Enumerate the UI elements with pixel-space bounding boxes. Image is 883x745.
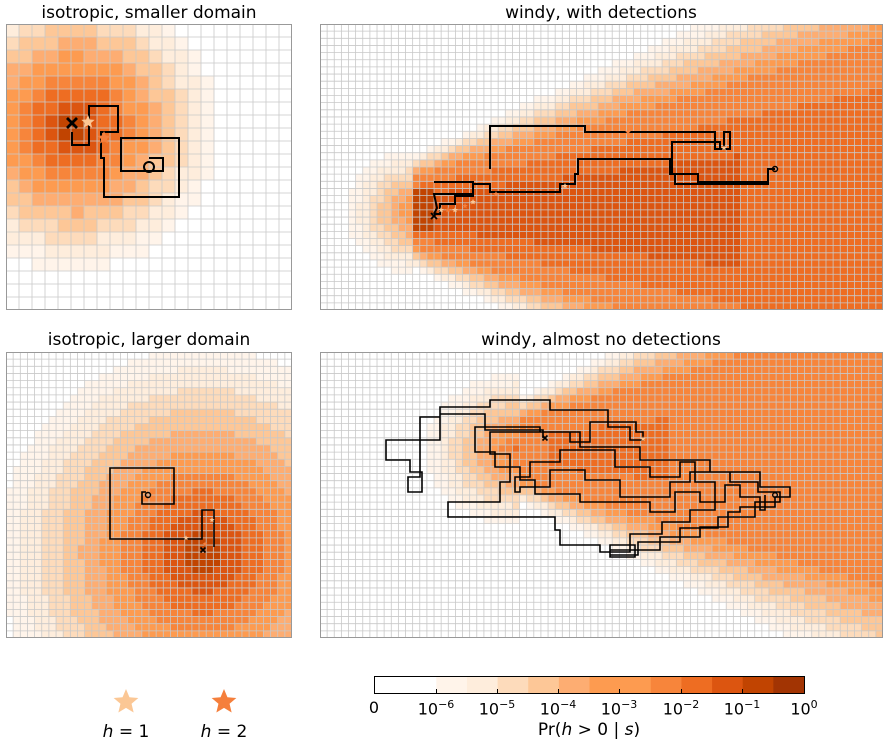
- legend-label-h2: h = 2: [200, 722, 248, 742]
- colorbar-segment: [405, 677, 437, 693]
- colorbar-label: Pr(h > 0 | s): [537, 720, 641, 740]
- legend-item-h2: h = 2: [194, 686, 254, 742]
- colorbar-segment: [466, 677, 498, 693]
- panel-title-isotropic-small: isotropic, smaller domain: [41, 3, 257, 23]
- star-icon: [113, 689, 139, 713]
- colorbar-tick-label: 0: [368, 698, 380, 717]
- panel-title-windy-no-detections: windy, almost no detections: [481, 330, 721, 350]
- heatmap-panel-isotropic-small: [6, 24, 292, 310]
- colorbar-tick-label: 10−1: [723, 698, 761, 719]
- star-icon: [211, 689, 237, 713]
- colorbar-segment: [650, 677, 682, 693]
- heatmap-panel-windy-detections: [320, 24, 883, 310]
- colorbar-tick-label: 10−2: [662, 698, 700, 719]
- colorbar: [374, 676, 805, 694]
- colorbar-segment: [681, 677, 713, 693]
- colorbar-tick-label: 10−5: [478, 698, 516, 719]
- colorbar-segment: [620, 677, 652, 693]
- colorbar-segment: [497, 677, 529, 693]
- colorbar-segment: [773, 677, 805, 693]
- colorbar-tick-label: 10−6: [417, 698, 455, 719]
- colorbar-segment: [528, 677, 560, 693]
- colorbar-segment: [558, 677, 590, 693]
- colorbar-segment: [742, 677, 774, 693]
- colorbar-tick-label: 100: [790, 698, 818, 719]
- panel-title-windy-detections: windy, with detections: [505, 3, 697, 23]
- heatmap-panel-windy-no-detections: [320, 352, 883, 638]
- colorbar-segment: [375, 677, 407, 693]
- legend-label-h1: h = 1: [102, 722, 150, 742]
- legend-item-h1: h = 1: [96, 686, 156, 742]
- colorbar-tick-label: 10−4: [539, 698, 577, 719]
- panel-title-isotropic-large: isotropic, larger domain: [47, 330, 251, 350]
- colorbar-tick-label: 10−3: [600, 698, 638, 719]
- colorbar-segment: [589, 677, 621, 693]
- colorbar-segment: [712, 677, 744, 693]
- colorbar-segment: [436, 677, 468, 693]
- heatmap-panel-isotropic-large: [6, 352, 292, 638]
